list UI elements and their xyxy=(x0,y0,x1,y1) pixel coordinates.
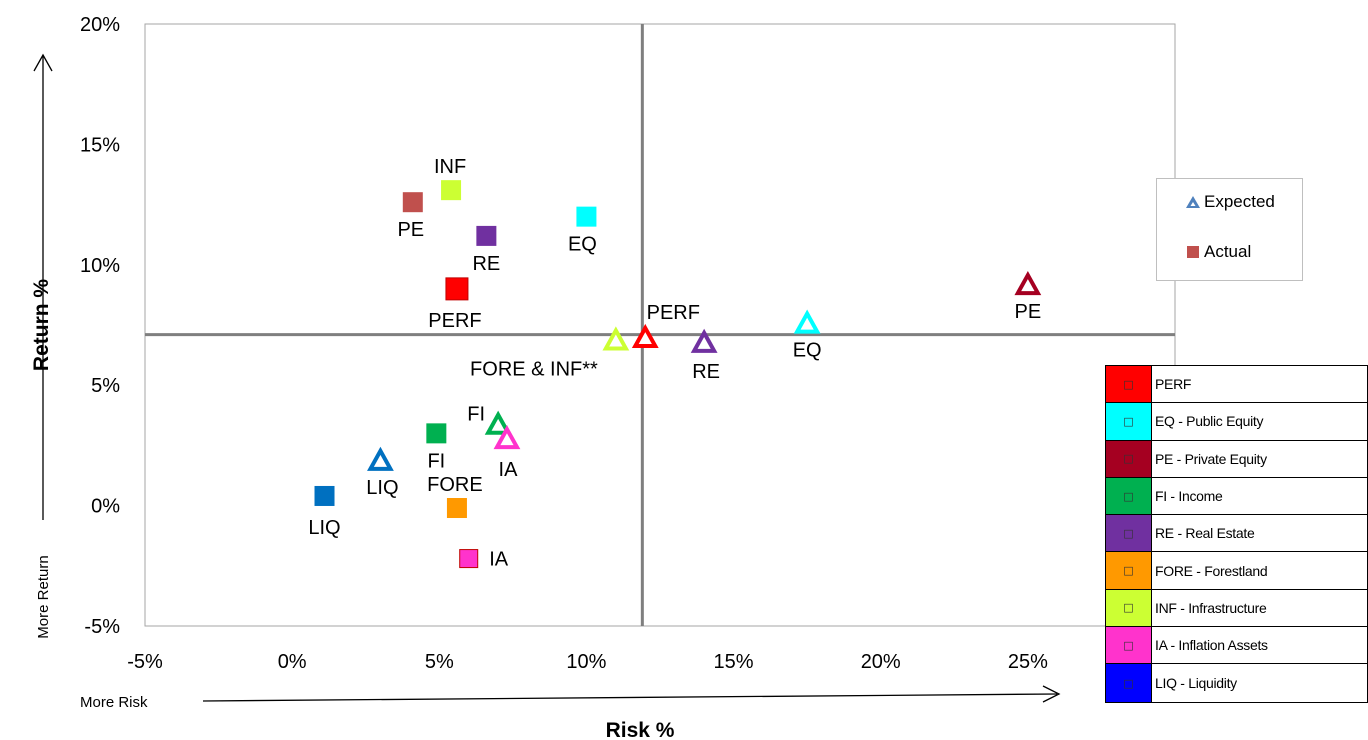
actual-label-pe: PE xyxy=(397,219,424,241)
legend-swatch: □ xyxy=(1106,366,1152,403)
legend-row-pe: □ PE - Private Equity xyxy=(1106,440,1367,478)
legend-row-inf: □ INF - Infrastructure xyxy=(1106,589,1367,628)
x-arrow-head xyxy=(1042,685,1061,703)
legend-label: INF - Infrastructure xyxy=(1155,599,1267,616)
y-tick-label: 5% xyxy=(91,375,120,397)
actual-marker-liq xyxy=(314,485,335,506)
legend-row-re: □ RE - Real Estate xyxy=(1106,515,1367,553)
y-arrow-label: More Return xyxy=(35,555,52,638)
key-expected: Expected xyxy=(1185,192,1275,212)
x-tick-label: 0% xyxy=(278,651,307,673)
x-arrow-label: More Risk xyxy=(80,694,148,711)
key-expected-label: Expected xyxy=(1204,192,1275,211)
legend-label: EQ - Public Equity xyxy=(1155,413,1264,430)
actual-marker-ia xyxy=(459,549,479,569)
y-arrow-head xyxy=(33,53,53,72)
legend-label: FI - Income xyxy=(1155,488,1223,505)
expected-marker-re xyxy=(690,328,718,353)
expected-label-liq: LIQ xyxy=(366,477,398,499)
expected-marker-liq xyxy=(367,446,394,471)
actual-marker-inf xyxy=(441,180,462,201)
x-axis-title: Risk % xyxy=(606,719,675,740)
y-tick-label: -5% xyxy=(84,616,120,638)
legend-swatch: □ xyxy=(1106,477,1152,515)
expected-marker-fore-inf- xyxy=(602,326,630,351)
legend-label: PERF xyxy=(1155,376,1192,393)
actual-label-liq: LIQ xyxy=(308,517,340,539)
legend-label: LIQ - Liquidity xyxy=(1155,675,1237,692)
legend-row-liq: □ LIQ - Liquidity xyxy=(1106,664,1367,702)
x-tick-label: 15% xyxy=(714,651,754,673)
actual-label-fi: FI xyxy=(427,450,445,472)
triangle-icon xyxy=(1185,194,1201,210)
expected-marker-fi xyxy=(484,410,512,435)
expected-label-fore-inf-: FORE & INF** xyxy=(470,358,598,380)
actual-marker-fore xyxy=(446,498,467,519)
asset-class-legend: □ PERF □ EQ - Public Equity □ PE - Priva… xyxy=(1105,365,1368,703)
actual-marker-eq xyxy=(576,206,597,227)
x-arrow-line xyxy=(202,693,1058,702)
legend-swatch: □ xyxy=(1106,552,1152,589)
legend-row-fore: □ FORE - Forestland xyxy=(1106,552,1367,590)
x-tick-label: 5% xyxy=(425,651,454,673)
legend-label: IA - Inflation Assets xyxy=(1155,637,1268,654)
x-tick-label: 20% xyxy=(861,651,901,673)
expected-label-fi: FI xyxy=(467,404,485,426)
legend-label: FORE - Forestland xyxy=(1155,562,1268,579)
y-tick-label: 10% xyxy=(80,255,120,277)
expected-marker-ia xyxy=(493,425,521,450)
expected-marker-pe xyxy=(1014,270,1042,296)
legend-row-perf: □ PERF xyxy=(1106,366,1367,404)
expected-label-eq: EQ xyxy=(793,340,822,362)
legend-swatch: □ xyxy=(1106,664,1152,702)
x-tick-label: 25% xyxy=(1008,651,1048,673)
actual-label-re: RE xyxy=(472,253,500,275)
actual-marker-perf xyxy=(445,277,469,301)
legend-row-fi: □ FI - Income xyxy=(1106,477,1367,516)
legend-swatch: □ xyxy=(1106,440,1152,477)
actual-label-ia: IA xyxy=(489,549,509,571)
expected-label-ia: IA xyxy=(499,459,519,481)
key-actual-label: Actual xyxy=(1204,242,1252,261)
actual-label-perf: PERF xyxy=(428,310,481,332)
legend-label: RE - Real Estate xyxy=(1155,525,1255,542)
expected-label-pe: PE xyxy=(1015,301,1042,323)
y-axis-title: Return % xyxy=(30,279,53,372)
legend-row-ia: □ IA - Inflation Assets xyxy=(1106,627,1367,665)
square-icon xyxy=(1185,244,1201,260)
x-tick-label: -5% xyxy=(127,651,163,673)
marker-key-legend: Expected Actual xyxy=(1156,178,1303,281)
y-tick-label: 0% xyxy=(91,496,120,518)
legend-label: PE - Private Equity xyxy=(1155,450,1267,467)
key-actual: Actual xyxy=(1185,242,1251,262)
x-tick-label: 10% xyxy=(566,651,606,673)
legend-swatch: □ xyxy=(1106,627,1152,664)
plot-area xyxy=(144,23,1176,627)
actual-marker-pe xyxy=(402,192,423,213)
actual-label-fore: FORE xyxy=(427,474,483,496)
y-tick-label: 20% xyxy=(80,14,120,36)
actual-label-inf: INF xyxy=(434,156,466,178)
expected-label-perf: PERF xyxy=(647,302,700,324)
y-tick-label: 15% xyxy=(80,134,120,156)
expected-marker-eq xyxy=(793,309,821,334)
legend-swatch: □ xyxy=(1106,589,1152,627)
legend-swatch: □ xyxy=(1106,403,1152,440)
actual-marker-re xyxy=(476,225,497,246)
actual-label-eq: EQ xyxy=(568,234,597,256)
legend-row-eq: □ EQ - Public Equity xyxy=(1106,403,1367,441)
actual-marker-fi xyxy=(426,423,447,444)
expected-marker-perf xyxy=(631,323,659,349)
legend-swatch: □ xyxy=(1106,515,1152,552)
expected-label-re: RE xyxy=(692,361,720,383)
